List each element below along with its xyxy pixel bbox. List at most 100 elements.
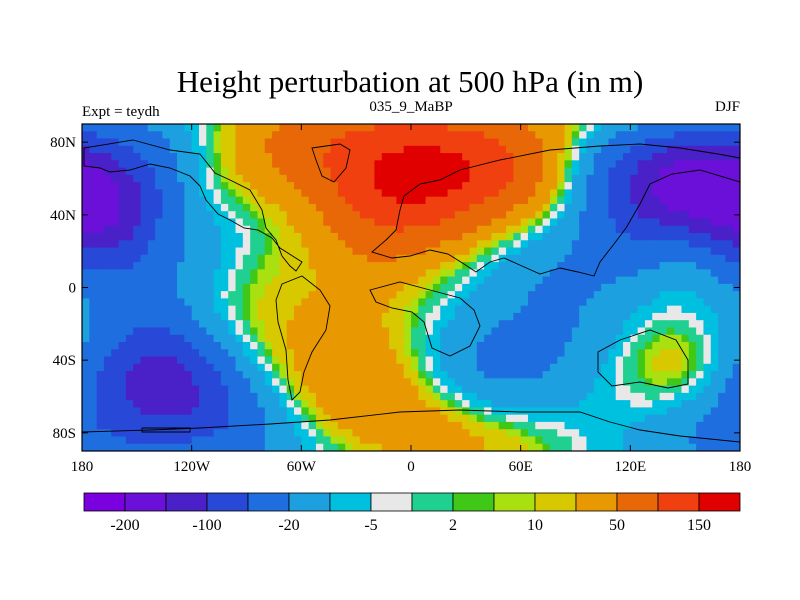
heatmap-cell	[308, 182, 317, 190]
heatmap-cell	[315, 211, 324, 220]
heatmap-cell	[403, 443, 412, 451]
heatmap-cell	[579, 138, 588, 147]
heatmap-cell	[549, 262, 558, 270]
heatmap-cell	[688, 421, 697, 430]
heatmap-cell	[301, 334, 310, 343]
heatmap-cell	[564, 320, 573, 329]
heatmap-cell	[725, 145, 734, 154]
heatmap-cell	[213, 429, 222, 438]
heatmap-cell	[454, 167, 463, 176]
heatmap-cell	[257, 203, 266, 212]
heatmap-cell	[264, 276, 273, 285]
heatmap-cell	[235, 160, 244, 169]
heatmap-cell	[184, 436, 193, 445]
heatmap-cell	[96, 342, 105, 350]
heatmap-cell	[513, 131, 522, 140]
heatmap-cell	[337, 225, 346, 234]
heatmap-cell	[593, 291, 602, 299]
heatmap-cell	[513, 124, 522, 132]
heatmap-cell	[703, 436, 712, 445]
heatmap-cell	[359, 392, 368, 401]
heatmap-cell	[279, 167, 288, 176]
heatmap-cell	[118, 363, 127, 372]
heatmap-cell	[520, 174, 529, 183]
heatmap-cell	[359, 371, 368, 379]
heatmap-cell	[732, 298, 740, 307]
heatmap-cell	[352, 131, 361, 140]
heatmap-cell	[652, 145, 661, 154]
heatmap-cell	[301, 203, 310, 212]
heatmap-cell	[608, 436, 617, 445]
heatmap-cell	[652, 211, 661, 220]
heatmap-cell	[718, 124, 726, 132]
antarctica-coastline	[82, 409, 740, 443]
heatmap-cell	[82, 371, 90, 379]
heatmap-cell	[469, 174, 478, 183]
heatmap-cell	[177, 182, 185, 190]
coastline-outlines	[82, 139, 740, 443]
heatmap-cell	[601, 145, 609, 154]
heatmap-cell	[630, 305, 639, 314]
heatmap-cell	[718, 305, 726, 314]
heatmap-cell	[659, 276, 668, 285]
heatmap-cell	[718, 276, 726, 285]
heatmap-cell	[367, 378, 376, 387]
heatmap-cell	[286, 153, 295, 161]
heatmap-cell	[476, 392, 485, 401]
heatmap-cell	[681, 189, 690, 198]
heatmap-cell	[111, 312, 120, 321]
heatmap-cell	[272, 334, 280, 343]
heatmap-cell	[732, 262, 740, 270]
heatmap-cell	[454, 145, 463, 154]
heatmap-cell	[579, 225, 588, 234]
heatmap-cell	[89, 233, 98, 241]
heatmap-cell	[732, 167, 740, 176]
heatmap-cell	[520, 392, 529, 401]
heatmap-cell	[235, 283, 244, 292]
heatmap-cell	[162, 414, 171, 423]
heatmap-cell	[177, 283, 185, 292]
heatmap-cell	[432, 378, 441, 387]
heatmap-cell	[308, 421, 317, 430]
heatmap-cell	[147, 124, 156, 132]
heatmap-cell	[133, 356, 142, 365]
heatmap-cell	[345, 421, 354, 430]
heatmap-cell	[345, 443, 354, 451]
colorbar	[83, 492, 741, 512]
heatmap-cell	[228, 218, 237, 227]
heatmap-cell	[476, 400, 485, 408]
heatmap-cell	[374, 269, 383, 278]
heatmap-cell	[440, 138, 449, 147]
heatmap-cell	[198, 262, 207, 270]
heatmap-cell	[177, 196, 185, 205]
heatmap-cell	[425, 189, 434, 198]
heatmap-cell	[381, 160, 390, 169]
heatmap-cell	[96, 240, 105, 249]
heatmap-cell	[118, 225, 127, 234]
heatmap-cell	[418, 421, 427, 430]
heatmap-cell	[250, 385, 259, 394]
heatmap-cell	[718, 400, 726, 408]
heatmap-cell	[601, 421, 609, 430]
heatmap-cell	[374, 407, 383, 416]
heatmap-cell	[542, 160, 551, 169]
heatmap-cell	[652, 160, 661, 169]
heatmap-cell	[103, 305, 112, 314]
heatmap-cell	[659, 392, 668, 401]
heatmap-cell	[608, 189, 617, 198]
heatmap-cell	[169, 196, 178, 205]
heatmap-cell	[579, 254, 588, 263]
heatmap-cell	[725, 378, 734, 387]
heatmap-cell	[220, 392, 229, 401]
heatmap-cell	[615, 240, 624, 249]
heatmap-cell	[301, 443, 310, 451]
heatmap-cell	[513, 182, 522, 190]
heatmap-cell	[418, 167, 427, 176]
heatmap-cell	[213, 363, 222, 372]
heatmap-cell	[250, 189, 259, 198]
heatmap-cell	[155, 145, 164, 154]
heatmap-cell	[418, 443, 427, 451]
heatmap-cell	[579, 196, 588, 205]
heatmap-cell	[264, 342, 273, 350]
heatmap-cell	[82, 160, 90, 169]
